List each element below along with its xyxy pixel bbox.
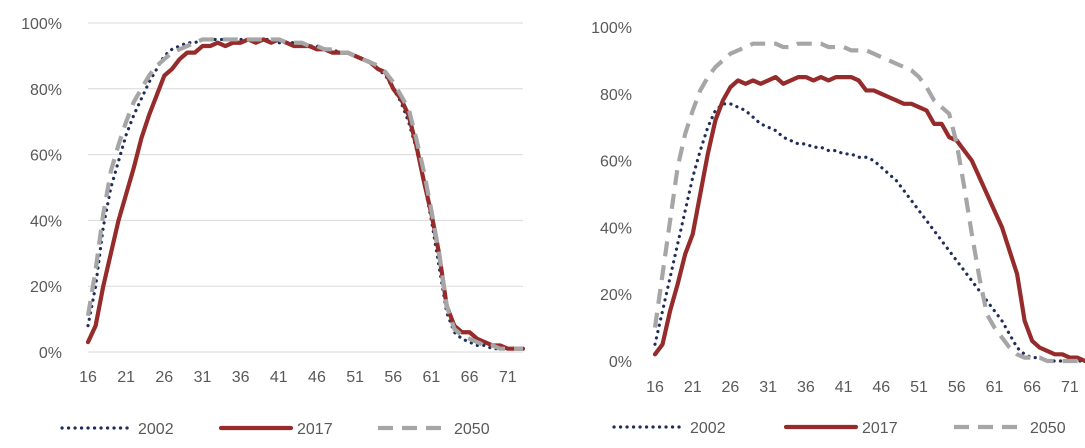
series-line-2050 <box>652 41 1085 364</box>
x-tick-label: 36 <box>797 379 815 396</box>
y-tick-label: 0% <box>609 354 632 371</box>
x-tick-label: 36 <box>232 369 250 386</box>
x-tick-label: 51 <box>910 379 928 396</box>
x-tick-label: 26 <box>155 369 173 386</box>
series-line-2017 <box>85 37 526 351</box>
x-tick-label: 21 <box>684 379 702 396</box>
x-tick-label: 71 <box>499 369 517 386</box>
y-tick-label: 0% <box>39 345 62 362</box>
x-tick-label: 61 <box>423 369 441 386</box>
x-tick-label: 71 <box>1061 379 1079 396</box>
x-tick-label: 41 <box>835 379 853 396</box>
legend: 2002 2017 2050 <box>60 421 490 438</box>
y-tick-label: 40% <box>30 213 62 230</box>
y-tick-label: 100% <box>591 20 632 37</box>
legend: 2002 2017 2050 <box>612 420 1066 437</box>
y-tick-label: 40% <box>600 220 632 237</box>
y-tick-label: 100% <box>21 16 62 33</box>
y-tick-label: 80% <box>30 82 62 99</box>
y-tick-label: 60% <box>600 154 632 171</box>
x-tick-label: 66 <box>1023 379 1041 396</box>
legend-label-2017: 2017 <box>297 421 333 438</box>
x-tick-label: 56 <box>948 379 966 396</box>
x-tick-label: 41 <box>270 369 288 386</box>
x-tick-label: 31 <box>194 369 212 386</box>
legend-label-2002: 2002 <box>138 421 174 438</box>
x-tick-label: 56 <box>384 369 402 386</box>
chart-panel-2: 0% 20% 40% 60% 80% 100% 16 21 26 31 36 41 46 51 56 61 66… <box>591 20 1085 437</box>
legend-label-2050: 2050 <box>1030 420 1066 437</box>
x-tick-label: 16 <box>646 379 664 396</box>
x-tick-label: 21 <box>117 369 135 386</box>
series-line-2050 <box>85 37 523 351</box>
legend-label-2050: 2050 <box>454 421 490 438</box>
legend-label-2017: 2017 <box>862 420 898 437</box>
series-line-2002 <box>653 102 1085 363</box>
x-tick-label: 31 <box>759 379 777 396</box>
series-line-2002 <box>86 37 525 351</box>
x-tick-label: 61 <box>986 379 1004 396</box>
x-tick-label: 46 <box>872 379 890 396</box>
y-tick-label: 20% <box>30 279 62 296</box>
legend-label-2002: 2002 <box>690 420 726 437</box>
x-tick-label: 46 <box>308 369 326 386</box>
x-tick-label: 66 <box>461 369 479 386</box>
y-tick-label: 20% <box>600 287 632 304</box>
x-tick-label: 51 <box>346 369 364 386</box>
chart-panel-1: 0% 20% 40% 60% 80% 100% 16 21 26 31 36 41 46 51 56 61 66… <box>21 16 526 438</box>
y-tick-label: 60% <box>30 148 62 165</box>
series-line-2017 <box>652 75 1085 364</box>
x-tick-label: 26 <box>722 379 740 396</box>
y-tick-label: 80% <box>600 87 632 104</box>
x-tick-label: 16 <box>79 369 97 386</box>
